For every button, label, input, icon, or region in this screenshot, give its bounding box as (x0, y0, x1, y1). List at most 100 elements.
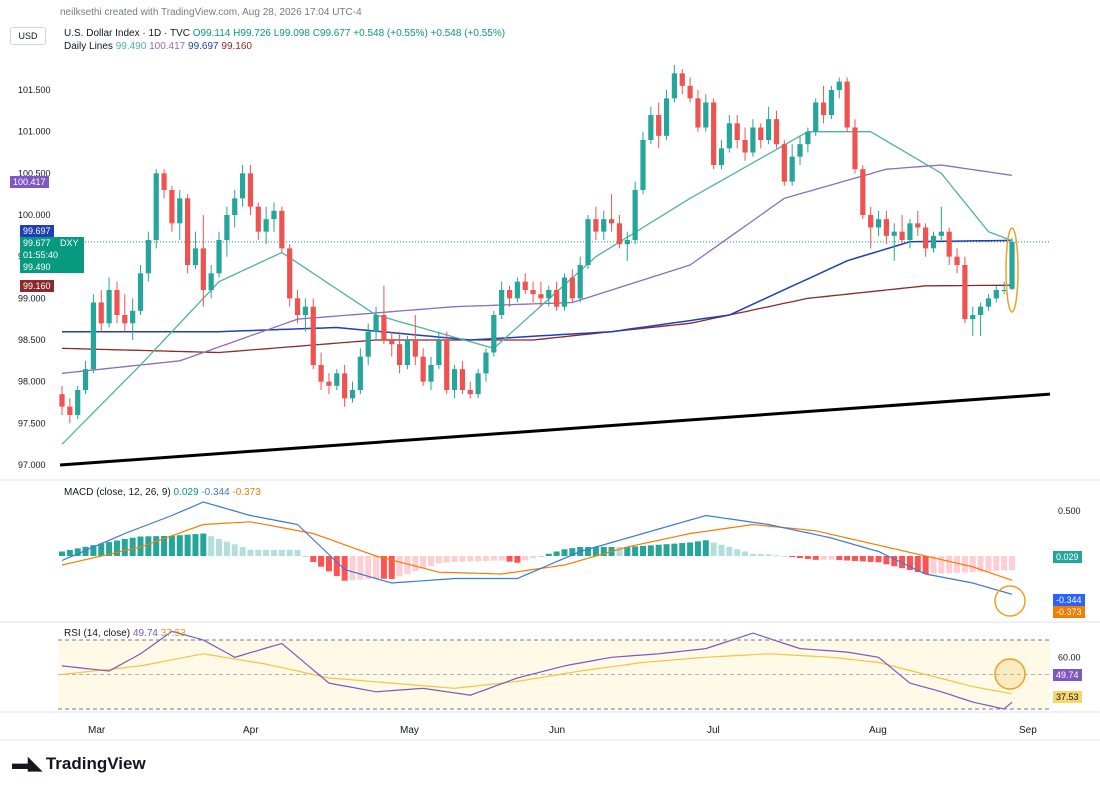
macd-legend[interactable]: MACD (close, 12, 26, 9) 0.029 -0.344 -0.… (64, 487, 261, 498)
tag-last-price-value: 99.677 (23, 238, 51, 248)
ma200-line (61, 284, 1013, 354)
tag-ma200: 99.160 (20, 280, 54, 292)
candle-body (263, 219, 269, 232)
time-axis-tick: Jun (549, 725, 565, 736)
candle-body (114, 290, 120, 315)
time-axis-tick: Jul (707, 725, 720, 736)
candle-body (451, 369, 458, 390)
macd-histogram-bar (263, 549, 270, 556)
candle-body (883, 219, 889, 236)
macd-histogram-bar (569, 548, 576, 556)
candle-body (467, 390, 473, 395)
candle-body (820, 102, 827, 115)
macd-histogram-bar (914, 556, 921, 573)
macd-histogram-bar (844, 556, 851, 561)
macd-histogram-bar (184, 534, 191, 556)
macd-histogram-bar (286, 549, 293, 556)
candle-body (444, 340, 450, 390)
macd-histogram-bar (514, 556, 521, 563)
macd-histogram-bar (325, 556, 332, 572)
macd-signal-line (61, 521, 1013, 581)
macd-histogram-bar (600, 547, 607, 556)
ohlc-low: L99.098 (273, 28, 310, 39)
price-axis-tick: 101.000 (18, 127, 51, 137)
candle-body (185, 198, 191, 265)
candle-body (844, 81, 850, 128)
macd-histogram-bar (153, 536, 160, 556)
macd-histogram-bar (922, 556, 929, 574)
candle-body (326, 381, 332, 386)
daily-lines-legend[interactable]: Daily Lines 99.490 100.417 99.697 99.160 (64, 41, 252, 52)
candle-body (711, 102, 717, 165)
ohlc-change: +0.548 (+0.55%) (353, 28, 428, 39)
macd-histogram-bar (388, 556, 395, 579)
macd-histogram-bar (781, 556, 788, 557)
macd-histogram-bar (310, 556, 317, 562)
candle-body (954, 256, 960, 265)
candle-body (145, 240, 151, 274)
macd-histogram-bar (74, 548, 81, 556)
candle-body (420, 356, 426, 382)
macd-histogram-bar (357, 556, 364, 580)
candle-body (970, 315, 976, 320)
macd-histogram-bar (341, 556, 348, 581)
candle-body (561, 277, 568, 307)
candle-body (459, 369, 466, 390)
symbol-name[interactable]: U.S. Dollar Index · 1D · TVC (64, 28, 190, 39)
tag-macd-line: -0.344 (1053, 594, 1085, 606)
macd-histogram-bar (954, 556, 961, 573)
tag-ma100: 99.697 (20, 225, 54, 237)
macd-histogram-bar (294, 549, 301, 556)
candle-body (718, 148, 725, 165)
macd-histogram-bar (561, 549, 568, 556)
macd-histogram-bar (545, 553, 552, 556)
macd-histogram-bar (451, 556, 458, 562)
candle-body (506, 290, 513, 299)
rsi-value: 49.74 (132, 628, 158, 639)
time-axis-tick: Apr (243, 725, 259, 736)
rsi-legend[interactable]: RSI (14, close) 49.74 37.53 (64, 628, 186, 639)
macd-histogram-bar (530, 556, 537, 559)
candle-body (632, 190, 638, 240)
macd-histogram-bar (435, 556, 442, 564)
ma50-value: 100.417 (149, 41, 186, 52)
macd-histogram-bar (522, 556, 529, 561)
tradingview-logo-icon: ▬◣ (12, 753, 42, 773)
price-axis-tick: 100.000 (18, 210, 51, 220)
tag-ma20: 99.490 (23, 262, 51, 272)
candle-body (663, 98, 670, 136)
macd-histogram-bar (553, 551, 560, 556)
candle-body (90, 302, 97, 370)
candle-body (475, 373, 481, 395)
candle-body (522, 281, 528, 290)
macd-histogram-bar (899, 556, 906, 569)
tradingview-logo[interactable]: ▬◣ TradingView (12, 753, 146, 774)
macd-histogram-bar (773, 555, 780, 557)
macd-histogram-bar (137, 536, 144, 556)
macd-histogram-bar (985, 556, 992, 572)
macd-histogram-bar (161, 535, 168, 556)
candle-body (734, 123, 740, 140)
candle-body (875, 219, 882, 228)
candle-body (365, 331, 371, 357)
macd-histogram-bar (687, 542, 694, 556)
macd-histogram-bar (632, 546, 639, 556)
candle-body (389, 340, 395, 345)
macd-histogram-bar (278, 549, 285, 556)
macd-histogram-bar (875, 556, 882, 563)
candle-body (169, 190, 175, 224)
macd-axis-tick: 0.500 (1058, 506, 1081, 516)
candle-body (687, 85, 693, 99)
macd-histogram-bar (789, 556, 796, 558)
candle-body (153, 173, 159, 240)
candle-body (601, 219, 607, 232)
tag-macd-signal: -0.373 (1053, 606, 1085, 618)
candle-body (1009, 241, 1015, 289)
currency-selector[interactable]: USD (10, 27, 46, 45)
candle-body (985, 298, 992, 307)
candle-body (59, 394, 65, 407)
candle-body (569, 277, 575, 299)
price-axis-tick: 98.000 (18, 377, 46, 387)
rsi-label: RSI (14, close) (64, 628, 131, 639)
macd-histogram-bar (993, 556, 1000, 571)
